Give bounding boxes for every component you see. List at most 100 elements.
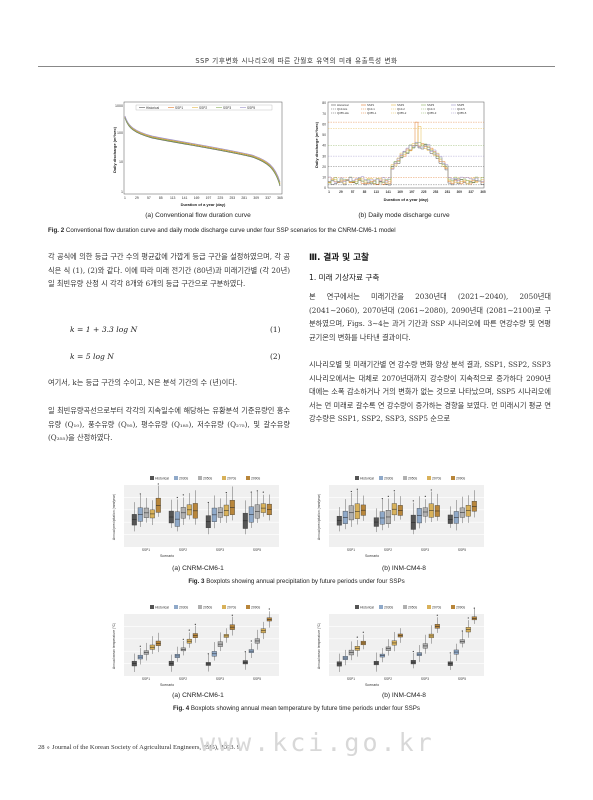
dmd-series-line [328,142,485,184]
fdc-xtick: 309 [253,196,259,200]
boxplot-category-label: SSP2 [179,548,187,552]
boxplot-legend-swatch [198,605,202,609]
fdc-legend-item: Historical [146,106,159,110]
dmd-xtick: 169 [397,190,403,194]
boxplot-outlier [449,652,451,654]
dmd-ytick: 70 [322,112,326,116]
boxplot-legend-swatch [150,605,154,609]
dmd-xtick: 365 [480,190,486,194]
right-para-1: 본 연구에서는 미래기간을 2030년대 (2021∼2040), 2050년대… [309,292,551,342]
boxplot-category-label: SSP3 [216,677,224,681]
dmd-xtick: 309 [457,190,463,194]
boxplot-category-label: SSP5 [253,548,261,552]
dmd-ytick: 60 [322,122,326,126]
equation-1: k = 1 + 3.3 log N [70,325,138,334]
dmd-xtick: 281 [445,190,451,194]
running-title: SSP 기후변화 시나리오에 따른 간월호 유역의 미래 유출특성 변화 [195,57,398,65]
boxplot-outlier [139,493,141,495]
dmd-xlabel: Duration of a year (day) [384,197,429,202]
boxplot-category-label: SSP5 [458,677,466,681]
dmd-legend: Historical SSP1 SSP2 SSP3 SSP5 Q10-His Q10-1 Q1… [331,103,467,115]
boxplot-legend-swatch [222,476,226,480]
fdc-legend-item: SSP3 [223,106,231,110]
boxplot-outlier [268,608,270,610]
boxplot-outlier [250,491,252,493]
boxplot-legend-swatch [427,476,431,480]
boxplot-legend-item: 2070s [432,477,442,481]
boxplot-outlier [436,614,438,616]
section-title: Ⅲ. 결과 및 고찰 [309,253,369,263]
boxplot-xlabel: Scenario [365,554,379,558]
boxplot-legend-swatch [427,605,431,609]
boxplot-category-label: SSP1 [142,677,150,681]
boxplot-legend-item: 2070s [227,606,237,610]
fdc-xtick: 57 [147,196,151,200]
boxplot-outlier [387,495,389,497]
dmd-xtick: 113 [374,190,379,194]
fdc-legend: Historical SSP1 SSP2 SSP3 SSP5 [135,104,273,111]
fdc-x-ticks: 1 29 57 85 113 141 169 197 225 253 281 309 337 365 [124,196,283,200]
fig3a-precip-boxplot: Historical 2030s 2050s 2070s 2090s Annual pre… [110,473,282,561]
boxplot-ylabel: Annual mean temperature (°C) [317,623,321,669]
boxplot-outlier [461,630,463,632]
fig4-caption-text: Boxplots showing annual mean temperature… [190,705,420,712]
boxplot-outlier [231,614,233,616]
boxplot-legend-swatch [222,605,226,609]
fig2-caption-label: Fig. 2 [48,227,65,234]
boxplot-category-label: SSP1 [347,677,355,681]
boxplot-xlabel: Scenario [160,554,174,558]
boxplot-legend-item: 2090s [456,606,466,610]
boxplot-legend-item: 2030s [179,606,189,610]
dmd-ylabel: Daily discharge (m³/sec) [314,121,319,168]
boxplot-legend-swatch [174,476,178,480]
boxplot-category-label: SSP2 [384,677,392,681]
boxplot-legend-item: 2030s [179,477,189,481]
fdc-ytick: 1 [121,190,123,194]
boxplot-outlier [256,490,258,492]
dmd-series-line [328,141,485,183]
dmd-legend-item: Q355-His [337,111,349,115]
dmd-ytick: 10 [322,176,326,180]
boxplot-legend-swatch [150,476,154,480]
dmd-ytick: 50 [322,133,326,137]
right-para-2: 시나리오별 및 미래기간별 연 강수량 변화 양상 분석 결과, SSP1, S… [309,360,551,424]
boxplot-legend-item: 2050s [408,606,418,610]
dmd-xtick: 197 [409,190,415,194]
fdc-curve-ssp2 [124,116,281,184]
dmd-ytick: 80 [322,101,326,105]
dmd-legend-item: SSP1 [367,103,375,107]
fdc-xtick: 365 [277,196,283,200]
boxplot-ylabel: Annual precipitation (mm/year) [112,494,116,540]
dmd-ytick: 30 [322,154,326,158]
left-para-1: 각 공식에 의한 등급 구간 수의 평균값에 가깝게 등급 구간을 설정하였으며… [48,252,290,289]
fdc-legend-item: SSP2 [199,106,207,110]
daily-mode-discharge-chart: 80 70 60 50 40 30 20 10 0 Daily discharge (m³/se… [314,100,486,208]
fdc-curve-ssp3 [124,117,281,186]
boxplot-legend-item: Historical [360,477,374,481]
left-para-3: 일 최빈유량곡선으로부터 각각의 지속일수에 해당하는 유황분석 기준유량인 홍… [48,406,290,443]
page-footer: 28 ∘ Journal of the Korean Society of Ag… [38,743,240,751]
boxplot-outlier [157,483,159,485]
fdc-curve-ssp1 [124,116,281,185]
dmd-legend-item: SSP3 [427,103,435,107]
boxplot-outlier [356,636,358,638]
fdc-ytick: 100 [117,131,123,135]
fig2b-subcaption: (b) Daily mode discharge curve [358,212,450,219]
boxplot-outlier [182,494,184,496]
fig4a-subcaption: (a) CNRM-CM6-1 [172,692,224,699]
dmd-ytick: 20 [322,165,326,169]
boxplot-outlier [473,607,475,609]
fig4-caption-label: Fig. 4 [173,705,190,712]
fig3a-subcaption: (a) CNRM-CM6-1 [172,565,224,572]
boxplot-outlier [467,617,469,619]
header-divider [38,66,555,67]
dmd-legend-item: Q355-1 [367,111,377,115]
boxplot-panel [329,614,484,676]
equation-2-number: (2) [270,352,281,361]
boxplot-outlier [194,623,196,625]
fdc-curve-ssp5 [124,115,281,183]
dmd-x-ticks: 1 29 57 85 113 141 169 197 225 253 281 309 337 365 [328,190,486,194]
boxplot-outlier [188,629,190,631]
boxplot-legend-item: 2070s [227,477,237,481]
boxplot-legend-swatch [174,605,178,609]
